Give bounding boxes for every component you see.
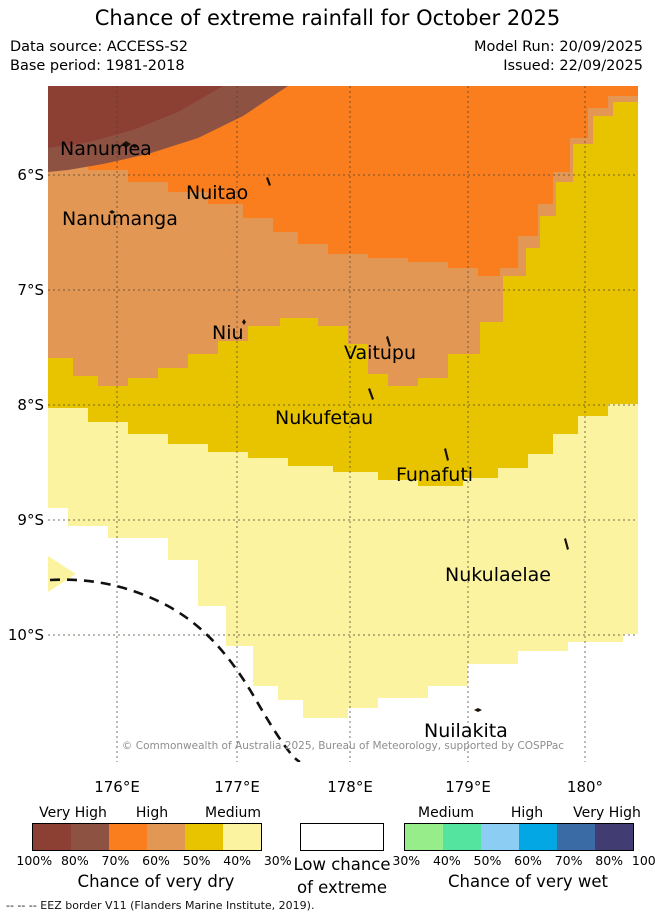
- model-run-text: Model Run: 20/09/2025: [473, 39, 643, 55]
- x-tick-2: 178°E: [327, 778, 373, 796]
- legend-dry-head-high: High: [135, 805, 169, 821]
- map-svg: [48, 86, 638, 762]
- region-dry-80-100: [48, 86, 223, 148]
- legend-low-chance-caption-line1: Low chance: [293, 855, 391, 874]
- metadata-left: Data source: ACCESS-S2 Base period: 1981…: [10, 38, 188, 76]
- legend-wet-tick-3: 60%: [514, 853, 542, 868]
- y-tick-3: 9°S: [17, 511, 44, 529]
- legend-dry-tick-3: 60%: [142, 853, 170, 868]
- island-markers: [109, 141, 569, 712]
- legend-dry-tick-1: 80%: [60, 853, 89, 868]
- legend-dry-swatch-100-80[interactable]: [33, 824, 71, 850]
- x-tick-1: 177°E: [214, 778, 260, 796]
- legend-dry-tick-2: 70%: [101, 853, 130, 868]
- map-canvas[interactable]: [48, 86, 638, 762]
- data-source-text: Data source: ACCESS-S2: [10, 39, 189, 55]
- map-credit: © Commonwealth of Australia 2025, Bureau…: [121, 740, 565, 752]
- x-tick-0: 176°E: [94, 778, 140, 796]
- region-dry-30-40-islet: [48, 556, 76, 592]
- legend-dry-swatch-60-50[interactable]: [147, 824, 185, 850]
- legend-wet-swatches[interactable]: [404, 823, 634, 851]
- issued-text: Issued: 22/09/2025: [503, 58, 643, 74]
- legend-wet-tick-6: 100%: [631, 853, 655, 868]
- contour-regions: [48, 86, 638, 762]
- legend-wet-swatch-30-40[interactable]: [405, 824, 443, 850]
- legend-dry-tick-4: 50%: [182, 853, 211, 868]
- y-tick-4: 10°S: [7, 626, 44, 644]
- legend-wet-swatch-70-80[interactable]: [557, 824, 595, 850]
- y-tick-1: 7°S: [17, 281, 44, 299]
- x-tick-4: 180°: [566, 778, 604, 796]
- legend-low-chance-caption-line2: of extreme: [296, 878, 388, 897]
- legend-wet-tick-2: 50%: [473, 853, 502, 868]
- y-tick-0: 6°S: [17, 166, 44, 184]
- legend-wet-swatch-50-60[interactable]: [481, 824, 519, 850]
- eez-border-line: [49, 578, 301, 762]
- legend-wet-swatch-60-70[interactable]: [519, 824, 557, 850]
- eez-footnote: -- -- -- EEZ border V11 (Flanders Marine…: [6, 899, 315, 912]
- legend-wet-tick-0: 30%: [392, 853, 421, 868]
- legend-wet-caption: Chance of very wet: [448, 872, 608, 891]
- legend-dry-tick-6: 30%: [263, 853, 292, 868]
- legend-wet-head-very-high: Very High: [573, 805, 641, 821]
- y-tick-2: 8°S: [17, 396, 44, 414]
- legend-low-chance-swatch[interactable]: [300, 823, 384, 851]
- legend-wet-swatch-40-50[interactable]: [443, 824, 481, 850]
- map-gridlines: [48, 86, 638, 762]
- legend-wet-tick-5: 80%: [595, 853, 624, 868]
- legend-wet-head-high: High: [510, 805, 544, 821]
- legend-dry-head-very-high: Very High: [39, 805, 107, 821]
- base-period-text: Base period: 1981-2018: [10, 58, 185, 74]
- legend-dry-tick-0: 100%: [16, 853, 53, 868]
- legend-dry-caption: Chance of very dry: [77, 872, 235, 891]
- legend-wet-tick-1: 40%: [432, 853, 461, 868]
- x-tick-3: 179°E: [445, 778, 491, 796]
- legend-dry-head-medium: Medium: [205, 805, 261, 821]
- legend-wet-head-medium: Medium: [418, 805, 474, 821]
- legend-dry-swatch-50-40[interactable]: [185, 824, 223, 850]
- legend-wet-swatch-80-100[interactable]: [595, 824, 633, 850]
- legend-dry-swatch-40-30[interactable]: [223, 824, 261, 850]
- page-title: Chance of extreme rainfall for October 2…: [94, 6, 561, 30]
- metadata-right: Model Run: 20/09/2025 Issued: 22/09/2025: [474, 38, 643, 76]
- legend-wet-tick-4: 70%: [554, 853, 583, 868]
- legend-dry-swatches[interactable]: [32, 823, 262, 851]
- legend-dry-swatch-70-60[interactable]: [109, 824, 147, 850]
- legend-dry-tick-5: 40%: [223, 853, 252, 868]
- legend-dry-swatch-80-70[interactable]: [71, 824, 109, 850]
